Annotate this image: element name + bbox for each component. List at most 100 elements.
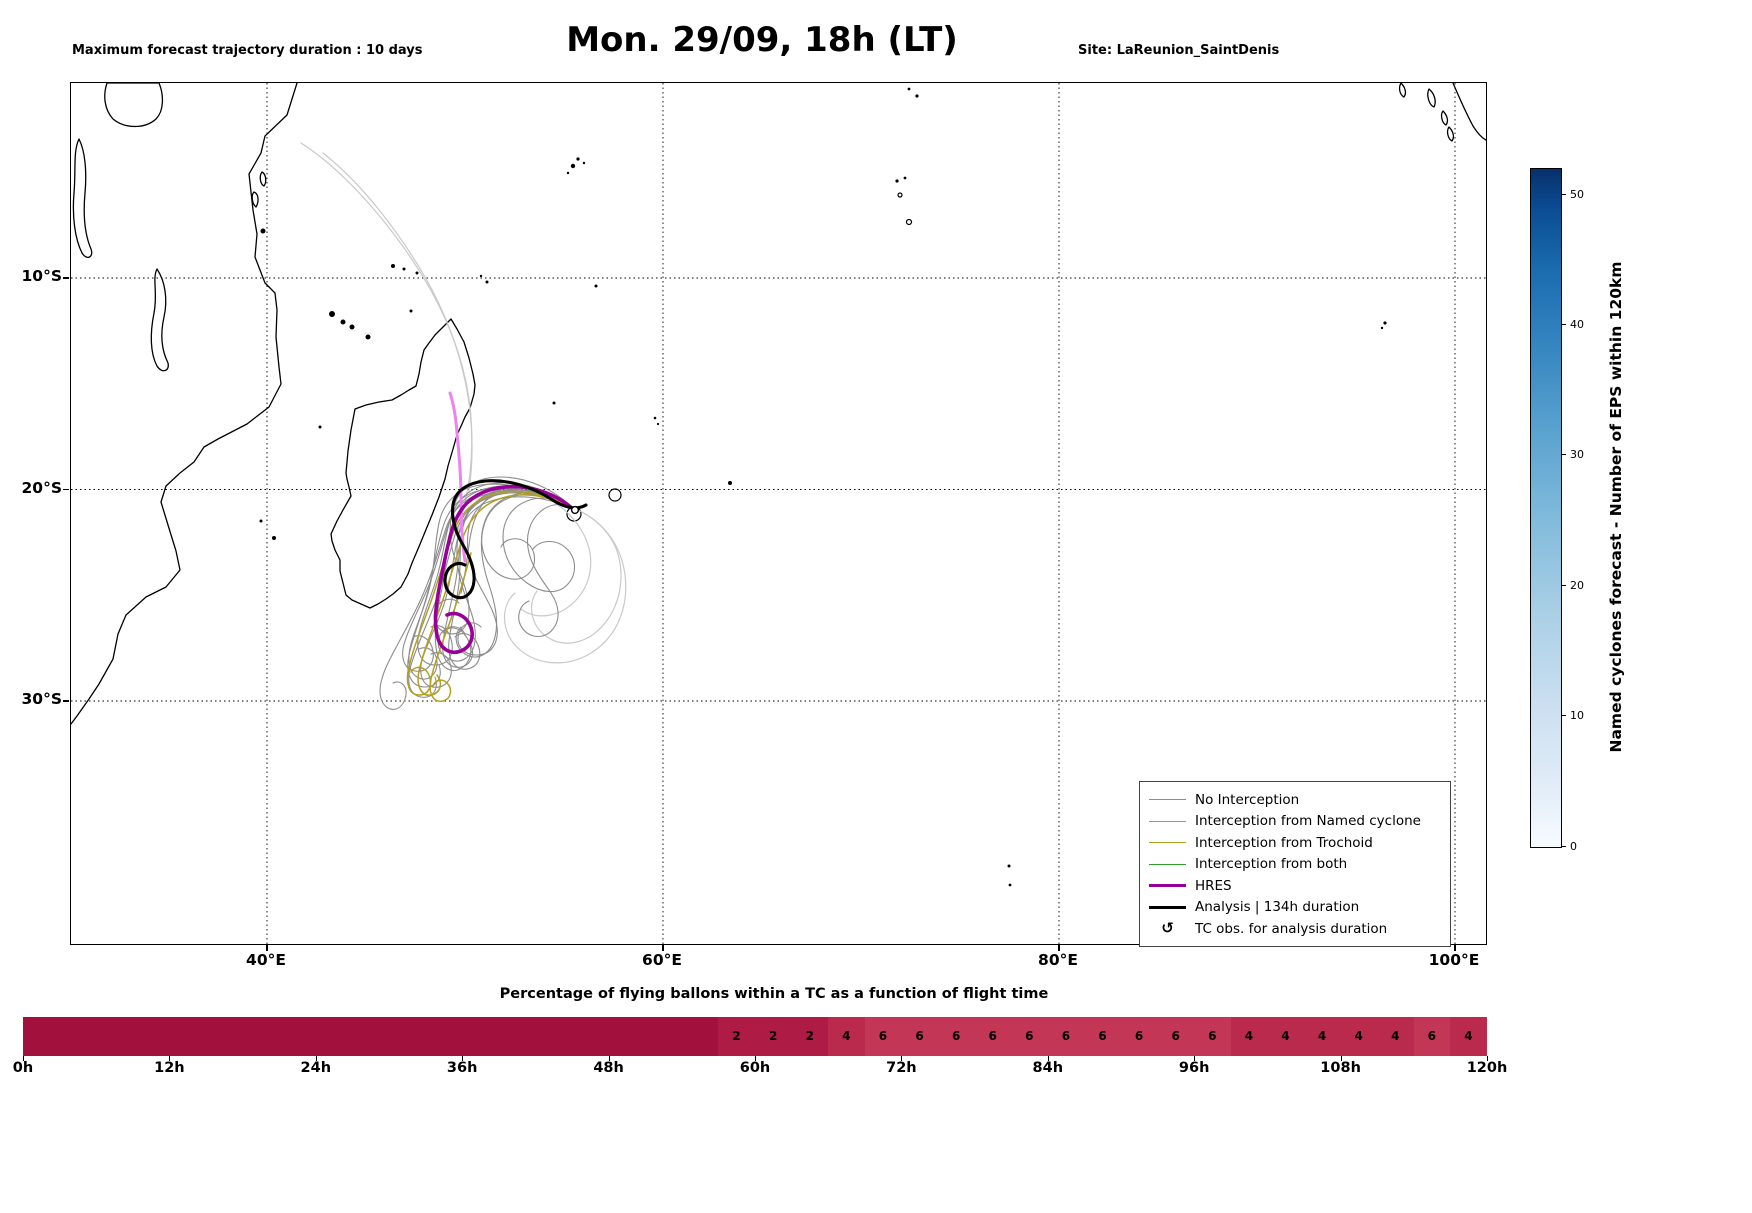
- timeline-hour-label: 108h: [1320, 1060, 1361, 1076]
- eps-trajectory: [481, 492, 574, 580]
- lat-tick-mark: [63, 488, 69, 490]
- lat-tick-label: 30°S: [21, 690, 62, 708]
- island: [608, 488, 622, 502]
- island: [272, 536, 276, 540]
- lon-tick-label: 60°E: [642, 951, 682, 969]
- timeline-hour-label: 24h: [300, 1060, 332, 1076]
- timeline-tick-mark: [1194, 1056, 1196, 1061]
- island: [1007, 864, 1011, 868]
- timeline-hour-label: 120h: [1466, 1060, 1508, 1076]
- legend-label: TC obs. for analysis duration: [1195, 920, 1388, 937]
- legend-label: No Interception: [1195, 791, 1300, 808]
- timeline-cell: 6: [1084, 1017, 1121, 1056]
- timeline-cell: 2: [754, 1017, 792, 1056]
- timeline-tick-mark: [315, 1056, 317, 1061]
- island: [409, 309, 413, 313]
- timeline-cell: 4: [1267, 1017, 1304, 1056]
- timeline-cell: [23, 1017, 60, 1056]
- timeline-cell: 6: [1011, 1017, 1048, 1056]
- timeline-cell: 6: [974, 1017, 1012, 1056]
- timeline-cell: [315, 1017, 353, 1056]
- timeline-tick-mark: [1487, 1056, 1488, 1061]
- eps-trajectory-light: [322, 152, 473, 492]
- island: [260, 228, 266, 234]
- lat-tick-label: 20°S: [21, 478, 62, 497]
- timeline-hour-label: 84h: [1032, 1060, 1064, 1076]
- island: [566, 171, 570, 175]
- island: [391, 264, 395, 268]
- eps-trajectory: [518, 504, 574, 638]
- legend-entry: Analysis | 134h duration: [1149, 897, 1441, 919]
- coastline: [104, 83, 164, 128]
- eps-trajectory: [502, 497, 576, 593]
- island: [329, 311, 335, 317]
- colorbar-tick-mark: [1561, 715, 1566, 717]
- timeline-tick-mark: [755, 1056, 756, 1061]
- lat-tick-mark: [63, 700, 69, 702]
- info-line: Site: LaReunion_SaintDenis: [1078, 43, 1280, 58]
- tc-obs-marker: [570, 505, 580, 515]
- map-legend: No Interception Interception from Named c…: [1139, 781, 1451, 947]
- analysis-trajectory: [443, 479, 588, 600]
- timeline-hour-label: 12h: [154, 1060, 185, 1076]
- timeline-cell: [388, 1017, 426, 1056]
- island: [485, 280, 489, 284]
- timeline-tick-mark: [462, 1056, 464, 1061]
- legend-line-swatch: [1149, 820, 1186, 822]
- island: [897, 192, 903, 198]
- legend-entry: HRES: [1149, 875, 1441, 897]
- island: [570, 163, 576, 169]
- timeline-cell: [498, 1017, 536, 1056]
- timeline-tick-mark: [1340, 1056, 1342, 1061]
- eps-trajectory: [417, 482, 574, 666]
- lon-tick-label: 100°E: [1428, 951, 1480, 969]
- island: [656, 422, 660, 426]
- lon-tick-label: 40°E: [246, 951, 286, 969]
- legend-line-swatch: [1149, 905, 1186, 909]
- island: [552, 401, 556, 405]
- legend-entry: No Interception: [1149, 789, 1441, 811]
- map-gridlines: [71, 83, 1486, 944]
- timeline-cell: [462, 1017, 499, 1056]
- timeline-cell: 4: [1230, 1017, 1268, 1056]
- coastline: [1440, 110, 1449, 126]
- lon-tick-label: 80°E: [1038, 951, 1078, 969]
- island: [1380, 326, 1384, 330]
- timeline-tick-mark: [901, 1056, 903, 1061]
- island: [402, 267, 406, 271]
- timeline-hour-label: 96h: [1178, 1060, 1210, 1076]
- legend-line-swatch: [1149, 842, 1186, 844]
- lon-tick-mark: [662, 945, 664, 951]
- timeline-tick-mark: [608, 1056, 610, 1061]
- timeline-cell: 6: [864, 1017, 902, 1056]
- island: [653, 416, 657, 420]
- lat-tick-label: 10°S: [21, 267, 62, 285]
- colorbar-tick-mark: [1561, 323, 1566, 325]
- island: [1008, 883, 1012, 887]
- violet-trajectory: [448, 391, 467, 563]
- island: [576, 157, 580, 161]
- eps-trajectory: [442, 489, 574, 668]
- island: [479, 274, 483, 278]
- timeline-hour-label: 36h: [446, 1060, 478, 1076]
- timeline-cell: 4: [1303, 1017, 1341, 1056]
- coastline: [330, 318, 476, 609]
- timeline-cell: 6: [901, 1017, 938, 1056]
- island: [1383, 321, 1387, 325]
- timeline-cell: [132, 1017, 170, 1056]
- timeline-cell: [279, 1017, 316, 1056]
- legend-label: Interception from both: [1195, 856, 1348, 873]
- timeline-cell: 4: [828, 1017, 865, 1056]
- timeline-cell: [681, 1017, 719, 1056]
- colorbar-tick-mark: [1561, 193, 1566, 195]
- timeline-cell: 4: [1340, 1017, 1377, 1056]
- colorbar-label: Named cyclones forecast - Number of EPS …: [1607, 261, 1625, 753]
- hres-trajectory: [433, 484, 577, 654]
- timeline-cell: [96, 1017, 133, 1056]
- colorbar-tick-label: 20: [1570, 578, 1584, 592]
- timeline-title: Percentage of flying ballons within a TC…: [499, 986, 1049, 1002]
- page-title: Mon. 29/09, 18h (LT): [566, 20, 958, 60]
- legend-label: HRES: [1195, 877, 1232, 894]
